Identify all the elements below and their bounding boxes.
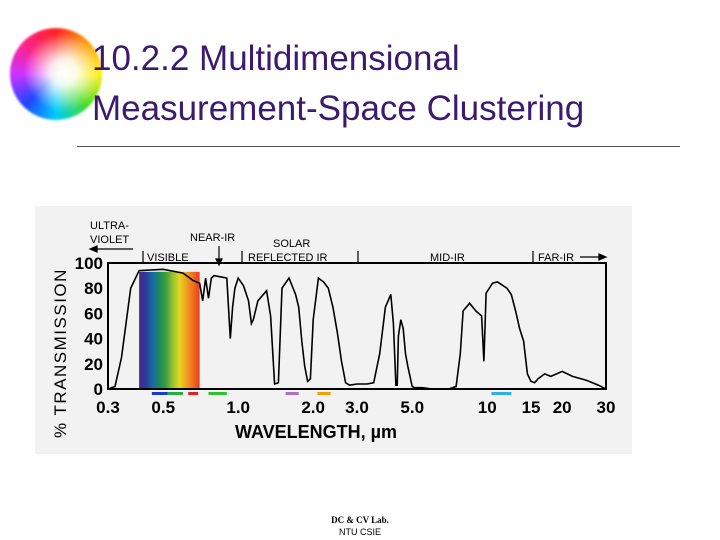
region-label-visible: VISIBLE [147, 252, 189, 264]
title-line-2: Measurement-Space Clustering [92, 89, 585, 128]
visible-spectrum-band [139, 271, 200, 389]
slide-footer: DC & CV Lab. NTU CSIE [300, 514, 420, 538]
x-tick-label: 0.5 [151, 398, 175, 417]
color-wheel-decoration [10, 28, 102, 120]
slide-title: 10.2.2 Multidimensional Measurement-Spac… [92, 34, 584, 134]
band-marker-green [167, 392, 183, 395]
footer-lab: DC & CV Lab. [331, 515, 389, 525]
band-marker-red [188, 392, 199, 395]
region-arrows [88, 245, 608, 267]
x-tick-label: 2.0 [301, 398, 325, 417]
x-tick-label: 10 [478, 398, 497, 417]
transmission-chart-panel: 100 80 60 40 20 0 0.3 0.5 1.0 2.0 3.0 5.0 10 15 20 30 … [35, 206, 632, 454]
region-label-far-ir: FAR-IR [538, 252, 574, 264]
region-label-solar: SOLAR [273, 238, 310, 250]
region-label-ultra-violet-1: ULTRA- [90, 220, 129, 232]
y-tick-label: 20 [84, 355, 103, 374]
region-label-ultra-violet-2: VIOLET [90, 234, 129, 246]
plot-frame [107, 262, 607, 390]
y-tick-label: 60 [84, 304, 103, 323]
x-tick-label: 20 [553, 398, 572, 417]
title-divider [77, 146, 680, 147]
x-tick-label: 15 [522, 398, 541, 417]
x-tick-label: 0.3 [96, 398, 120, 417]
band-marker-nir [208, 392, 227, 395]
y-tick-label: 100 [75, 254, 103, 273]
band-marker-swir1 [285, 392, 299, 395]
band-marker-swir2 [317, 392, 331, 395]
y-tick-label: 80 [84, 279, 103, 298]
band-marker-thermal [491, 392, 512, 395]
x-tick-label: 5.0 [400, 398, 424, 417]
title-line-1: 10.2.2 Multidimensional [92, 39, 460, 78]
x-tick-label: 1.0 [226, 398, 250, 417]
x-tick-label: 30 [597, 398, 616, 417]
band-marker-blue [151, 392, 168, 395]
region-label-solar-reflected: REFLECTED IR [248, 252, 328, 264]
region-label-near-ir: NEAR-IR [190, 232, 235, 244]
footer-dept: NTU CSIE [338, 527, 381, 537]
x-tick-label: 3.0 [345, 398, 369, 417]
y-tick-label: 40 [84, 330, 103, 349]
x-axis-label: WAVELENGTH, µm [235, 422, 397, 442]
y-tick-label: 0 [94, 380, 103, 399]
y-axis-label: % TRANSMISSION [51, 268, 70, 438]
transmission-curve [107, 268, 607, 390]
region-label-mid-ir: MID-IR [430, 252, 465, 264]
